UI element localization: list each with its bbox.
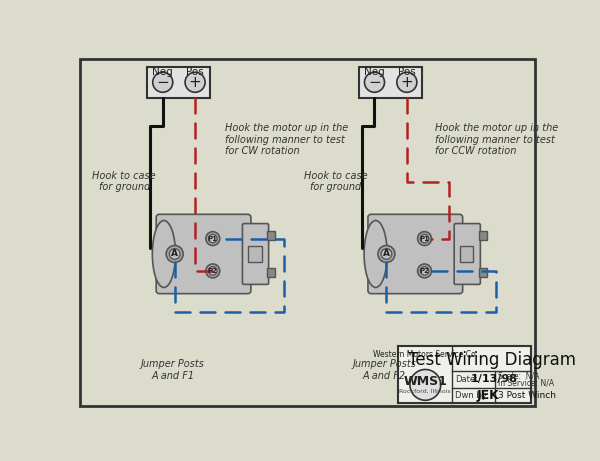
- Text: JEK: JEK: [477, 389, 500, 402]
- Text: Scale:  N/A: Scale: N/A: [497, 371, 539, 380]
- Text: Hook to case
for ground: Hook to case for ground: [92, 171, 156, 192]
- Circle shape: [397, 72, 417, 92]
- Text: Hook the motor up in the
following manner to test
for CW rotation: Hook the motor up in the following manne…: [225, 123, 349, 156]
- Text: A: A: [171, 249, 178, 259]
- Bar: [148, 67, 211, 98]
- Ellipse shape: [364, 220, 387, 288]
- FancyBboxPatch shape: [454, 224, 481, 284]
- FancyBboxPatch shape: [242, 224, 269, 284]
- Circle shape: [421, 234, 429, 243]
- Circle shape: [185, 72, 205, 92]
- Circle shape: [209, 266, 217, 275]
- Text: P1: P1: [419, 236, 430, 242]
- Text: A: A: [383, 249, 390, 259]
- Circle shape: [209, 234, 217, 243]
- Text: +: +: [189, 75, 202, 90]
- Circle shape: [206, 264, 220, 278]
- Circle shape: [418, 264, 431, 278]
- FancyBboxPatch shape: [156, 214, 251, 294]
- Text: 1/13/98: 1/13/98: [471, 374, 518, 384]
- Bar: [460, 246, 473, 262]
- Circle shape: [169, 248, 180, 260]
- Text: In Service: N/A: In Service: N/A: [497, 379, 554, 388]
- Circle shape: [381, 248, 392, 260]
- Text: +: +: [400, 75, 413, 90]
- Text: Western Motors Service Co.: Western Motors Service Co.: [373, 349, 478, 359]
- Circle shape: [364, 72, 385, 92]
- Text: Pos: Pos: [398, 67, 416, 77]
- Text: Neg: Neg: [152, 67, 173, 77]
- FancyBboxPatch shape: [368, 214, 463, 294]
- Text: Dwn by:: Dwn by:: [455, 391, 489, 400]
- Text: Neg: Neg: [364, 67, 385, 77]
- Circle shape: [206, 231, 220, 246]
- Bar: [479, 231, 487, 240]
- Text: P1: P1: [208, 236, 218, 242]
- Ellipse shape: [152, 220, 175, 288]
- Bar: [267, 231, 275, 240]
- Text: Rockford, Illinois: Rockford, Illinois: [400, 389, 451, 394]
- Text: Hook the motor up in the
following manner to test
for CCW rotation: Hook the motor up in the following manne…: [436, 123, 559, 156]
- Text: WMS1: WMS1: [403, 375, 447, 388]
- Circle shape: [166, 246, 183, 262]
- Bar: [398, 346, 531, 403]
- Bar: [267, 268, 275, 277]
- Text: Hook to case
for ground: Hook to case for ground: [304, 171, 368, 192]
- Text: Jumper Posts
A and F2: Jumper Posts A and F2: [353, 360, 416, 381]
- Text: P2: P2: [419, 268, 430, 274]
- Bar: [359, 67, 422, 98]
- Circle shape: [418, 231, 431, 246]
- Text: −: −: [368, 75, 381, 90]
- Bar: [479, 268, 487, 277]
- Text: Date:: Date:: [455, 375, 478, 384]
- Text: Test Wiring Diagram: Test Wiring Diagram: [407, 351, 575, 369]
- Text: −: −: [157, 75, 169, 90]
- Text: P2: P2: [208, 268, 218, 274]
- Circle shape: [421, 266, 429, 275]
- Text: 3 Post Winch: 3 Post Winch: [497, 391, 556, 400]
- Bar: [248, 246, 262, 262]
- Circle shape: [410, 369, 441, 400]
- Circle shape: [378, 246, 395, 262]
- Text: Jumper Posts
A and F1: Jumper Posts A and F1: [141, 360, 205, 381]
- Circle shape: [153, 72, 173, 92]
- Text: Pos: Pos: [186, 67, 204, 77]
